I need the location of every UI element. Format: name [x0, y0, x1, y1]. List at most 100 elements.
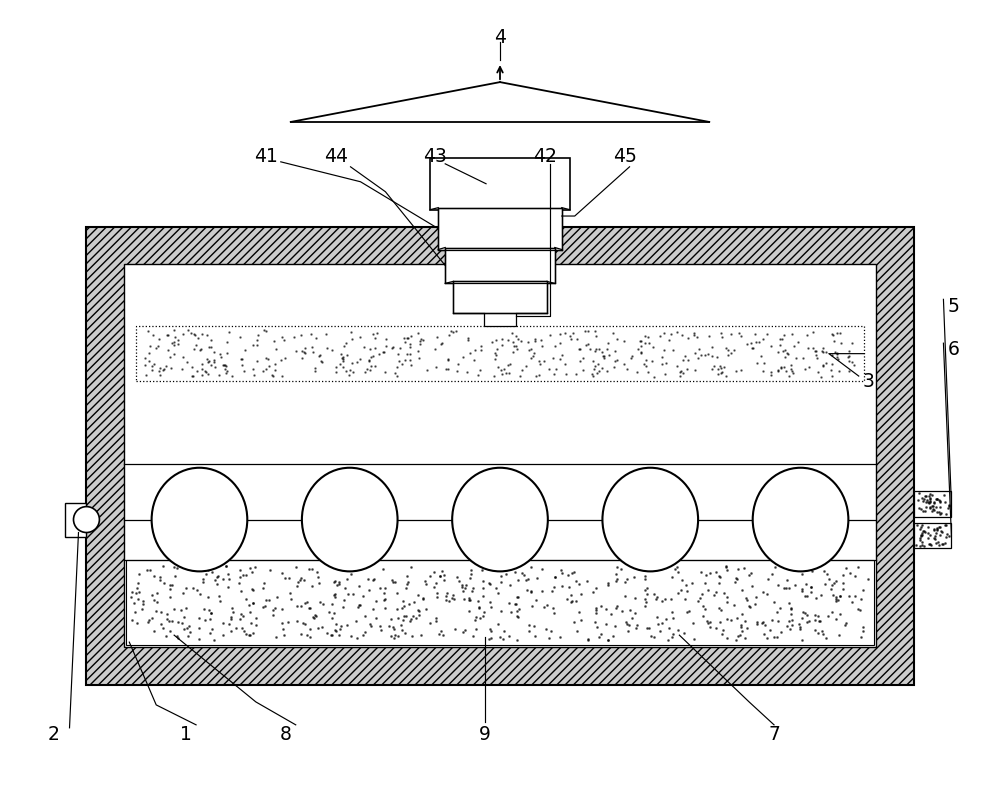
Point [146, 593, 162, 606]
Point [440, 354, 456, 366]
Point [769, 605, 785, 618]
Point [186, 327, 202, 340]
Point [680, 331, 696, 344]
Point [331, 577, 347, 590]
Point [844, 356, 860, 369]
Point [527, 333, 543, 346]
Point [426, 566, 442, 578]
Point [474, 564, 490, 577]
Point [361, 584, 377, 596]
Point [189, 365, 205, 377]
Point [194, 327, 210, 340]
Point [708, 585, 724, 598]
Point [706, 589, 722, 601]
Point [228, 622, 244, 634]
Point [938, 532, 954, 544]
Point [258, 352, 274, 365]
Point [460, 331, 476, 344]
Point [600, 634, 616, 646]
Point [295, 616, 311, 629]
Point [534, 585, 550, 598]
Point [763, 369, 779, 382]
Point [327, 591, 343, 604]
Point [690, 352, 706, 365]
Point [166, 339, 182, 351]
Point [221, 618, 237, 630]
Point [664, 570, 680, 583]
Point [212, 348, 228, 361]
Point [799, 589, 815, 602]
Point [247, 560, 263, 573]
Point [311, 577, 327, 589]
Point [444, 592, 460, 604]
Point [559, 592, 575, 605]
Point [853, 630, 869, 643]
Point [931, 505, 947, 518]
Point [638, 596, 654, 608]
Point [637, 592, 653, 605]
Point [399, 577, 415, 590]
Point [385, 621, 401, 634]
Point [200, 356, 216, 369]
Point [149, 586, 165, 599]
Point [328, 625, 344, 638]
Point [714, 331, 730, 344]
Point [415, 334, 431, 346]
Point [289, 615, 305, 628]
Point [296, 573, 312, 586]
Point [718, 560, 734, 573]
Point [618, 616, 634, 629]
Point [265, 609, 281, 622]
Point [490, 586, 506, 599]
Point [514, 364, 530, 377]
Point [585, 586, 601, 599]
Point [578, 339, 594, 351]
Point [194, 369, 210, 381]
Point [622, 604, 638, 616]
Point [920, 496, 936, 509]
Point [400, 576, 416, 589]
Point [215, 358, 231, 371]
Point [609, 333, 625, 346]
Point [303, 327, 319, 340]
Point [770, 365, 786, 377]
Point [258, 325, 274, 338]
Point [640, 331, 656, 343]
Point [428, 577, 444, 590]
Point [327, 588, 343, 600]
Point [921, 490, 937, 502]
Point [507, 566, 523, 578]
Point [318, 327, 334, 340]
Point [135, 598, 151, 611]
Point [697, 349, 713, 361]
Point [164, 615, 180, 627]
Point [223, 613, 239, 626]
Point [589, 621, 605, 634]
Text: 3: 3 [863, 372, 875, 391]
Point [924, 489, 940, 501]
Point [160, 343, 176, 356]
Point [779, 620, 795, 633]
Point [523, 343, 539, 356]
Ellipse shape [753, 467, 848, 571]
Point [182, 626, 198, 638]
Point [152, 574, 168, 587]
Point [568, 368, 584, 380]
Point [403, 560, 419, 573]
Point [921, 497, 937, 509]
Point [588, 330, 604, 343]
Point [438, 590, 454, 603]
Point [299, 629, 315, 642]
Point [772, 332, 788, 345]
Point [363, 620, 379, 633]
Point [853, 593, 869, 606]
Point [529, 572, 545, 585]
Point [841, 589, 857, 602]
Point [590, 358, 606, 370]
Point [481, 577, 497, 589]
Point [797, 363, 813, 376]
Point [166, 603, 182, 615]
Point [197, 614, 213, 626]
Point [913, 530, 929, 543]
Point [128, 586, 144, 599]
